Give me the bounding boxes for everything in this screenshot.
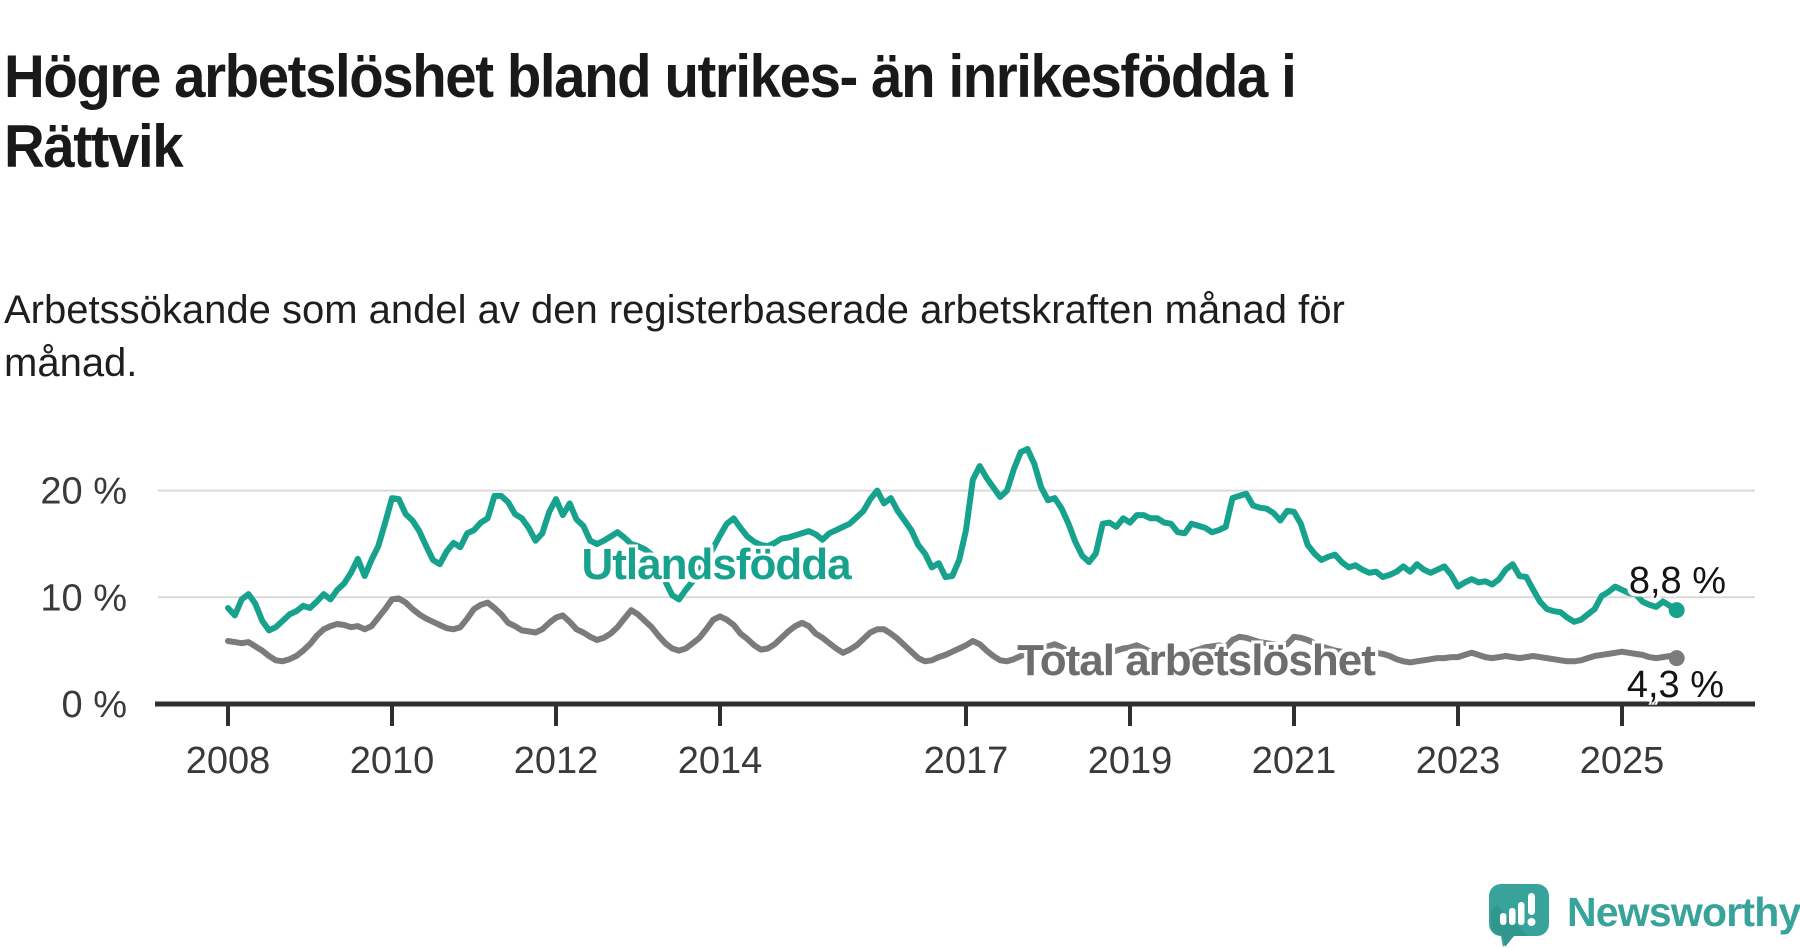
x-axis-tick-label: 2021 — [1252, 740, 1337, 782]
newsworthy-wordmark: Newsworthy — [1567, 889, 1800, 935]
x-axis-tick-label: 2014 — [678, 740, 763, 782]
x-axis-tick-label: 2008 — [186, 740, 271, 782]
x-axis-tick-label: 2012 — [514, 740, 599, 782]
newsworthy-logo-icon — [1489, 884, 1549, 947]
y-axis-tick-label: 0 % — [62, 684, 127, 726]
y-axis-tick-label: 10 % — [40, 577, 127, 619]
series-line-total — [225, 595, 1680, 666]
end-value-total: 4,3 % — [1626, 664, 1724, 706]
x-axis-tick-label: 2019 — [1088, 740, 1173, 782]
series-label-utlandsfodda: Utlandsfödda — [581, 540, 851, 589]
page-title: Högre arbetslöshet bland utrikes- än inr… — [4, 43, 1297, 180]
end-value-utlandsfodda: 8,8 % — [1628, 560, 1726, 602]
x-axis-tick-label: 2017 — [924, 740, 1009, 782]
x-axis-tick-label: 2025 — [1580, 740, 1665, 782]
y-axis-tick-label: 20 % — [40, 471, 127, 513]
chart-subtitle: Arbetssökande som andel av den registerb… — [4, 288, 1345, 385]
x-axis-tick-label: 2023 — [1416, 740, 1501, 782]
series-line-utlandsfodda — [225, 446, 1680, 634]
series-label-total-arbetsloshet: Total arbetslöshet — [1017, 636, 1376, 685]
newsworthy-logo: Newsworthy — [1489, 884, 1800, 948]
series-end-dot-utlandsfodda — [1668, 602, 1685, 619]
x-axis-tick-label: 2010 — [350, 740, 435, 782]
series-end-dot-total — [1668, 650, 1685, 667]
